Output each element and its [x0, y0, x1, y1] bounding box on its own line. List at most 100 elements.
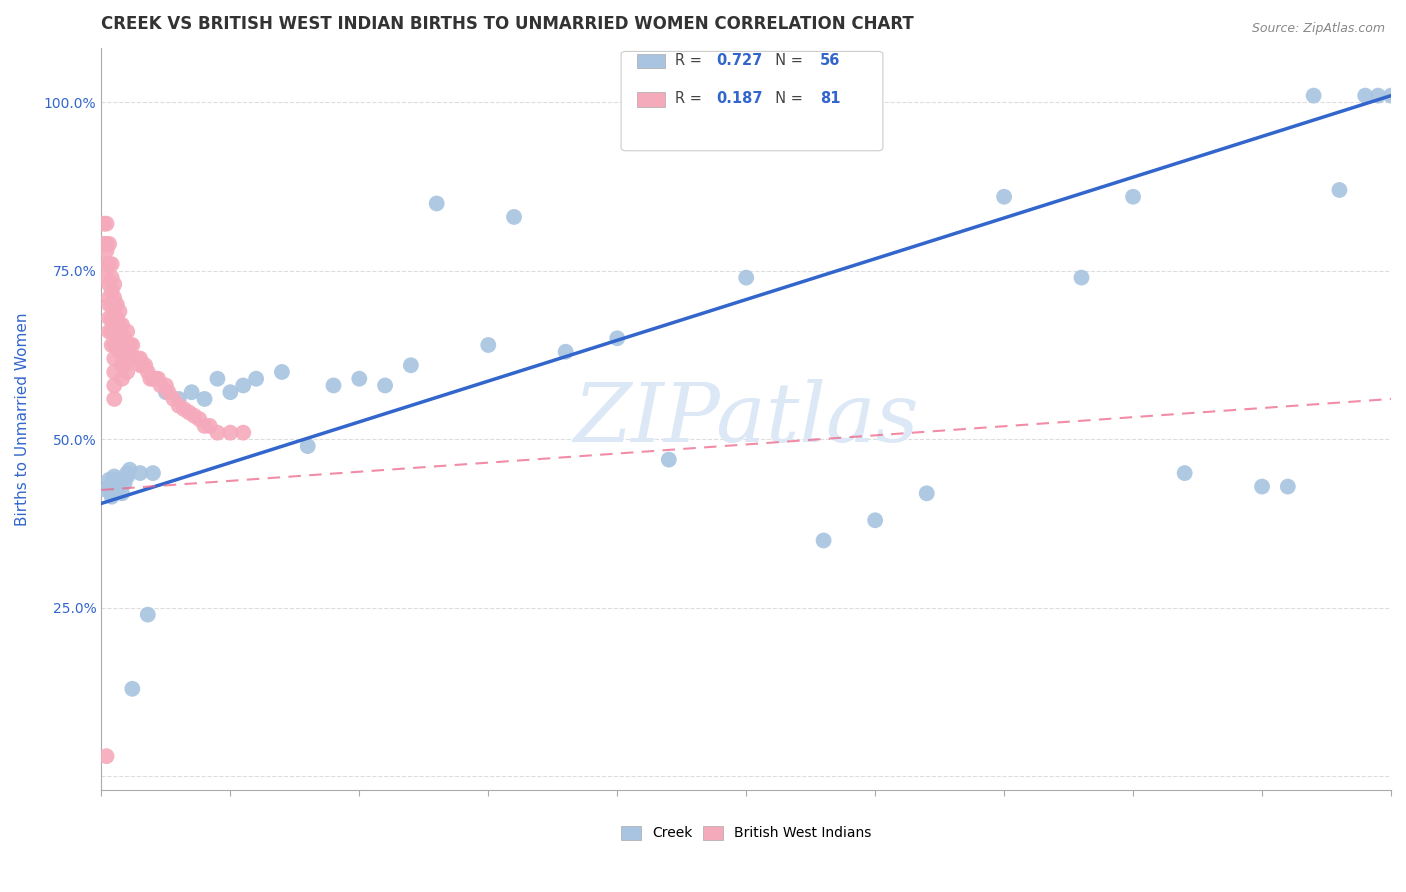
Point — [103, 338, 125, 352]
Point — [142, 372, 165, 386]
Point — [162, 392, 184, 406]
Point — [103, 486, 125, 500]
Point — [127, 351, 149, 366]
Point — [111, 372, 134, 386]
Text: N =: N = — [765, 91, 807, 106]
Point — [118, 351, 141, 366]
Point — [103, 311, 125, 326]
Text: N =: N = — [765, 53, 807, 68]
Point — [183, 409, 205, 423]
Text: 56: 56 — [820, 53, 839, 68]
Point — [100, 490, 122, 504]
Point — [96, 244, 118, 258]
Point — [100, 311, 122, 326]
Point — [103, 378, 125, 392]
FancyBboxPatch shape — [621, 52, 883, 151]
Point — [271, 365, 294, 379]
Point — [98, 473, 121, 487]
Point — [374, 378, 396, 392]
Point — [103, 479, 125, 493]
Point — [145, 372, 167, 386]
Point — [1174, 466, 1197, 480]
Text: ZIPatlas: ZIPatlas — [574, 379, 920, 459]
Point — [658, 452, 681, 467]
Point — [157, 385, 180, 400]
Point — [477, 338, 499, 352]
Point — [108, 331, 131, 345]
Point — [198, 418, 221, 433]
Point — [155, 385, 177, 400]
Point — [100, 257, 122, 271]
Point — [863, 513, 886, 527]
Point — [100, 338, 122, 352]
Text: R =: R = — [675, 91, 707, 106]
Point — [606, 331, 628, 345]
Point — [103, 476, 125, 491]
Point — [111, 486, 134, 500]
Point — [111, 318, 134, 332]
Point — [118, 338, 141, 352]
Point — [124, 351, 146, 366]
Text: CREEK VS BRITISH WEST INDIAN BIRTHS TO UNMARRIED WOMEN CORRELATION CHART: CREEK VS BRITISH WEST INDIAN BIRTHS TO U… — [101, 15, 914, 33]
Point — [142, 466, 165, 480]
Point — [96, 270, 118, 285]
Point — [1122, 190, 1144, 204]
Y-axis label: Births to Unmarried Women: Births to Unmarried Women — [15, 312, 30, 526]
Point — [735, 270, 758, 285]
Point — [245, 372, 267, 386]
Point — [121, 351, 143, 366]
Point — [115, 325, 138, 339]
Point — [207, 425, 229, 440]
Text: 81: 81 — [820, 91, 841, 106]
Point — [96, 483, 118, 497]
Point — [219, 385, 242, 400]
Bar — [637, 54, 665, 69]
Point — [100, 325, 122, 339]
Point — [114, 358, 136, 372]
Point — [131, 358, 153, 372]
Point — [108, 304, 131, 318]
Point — [111, 358, 134, 372]
Point — [105, 325, 128, 339]
Point — [108, 479, 131, 493]
Point — [1379, 88, 1402, 103]
Point — [155, 378, 177, 392]
Point — [96, 749, 118, 764]
Point — [813, 533, 835, 548]
Point — [98, 325, 121, 339]
Point — [93, 236, 115, 251]
Point — [1277, 479, 1299, 493]
Point — [103, 469, 125, 483]
Point — [173, 402, 195, 417]
Point — [103, 365, 125, 379]
Point — [98, 311, 121, 326]
Point — [121, 338, 143, 352]
Point — [103, 351, 125, 366]
Point — [115, 466, 138, 480]
Point — [98, 297, 121, 311]
Point — [98, 291, 121, 305]
Point — [93, 217, 115, 231]
Point — [103, 392, 125, 406]
Point — [1251, 479, 1274, 493]
Point — [1367, 88, 1389, 103]
Text: Source: ZipAtlas.com: Source: ZipAtlas.com — [1251, 22, 1385, 36]
Point — [129, 358, 152, 372]
Point — [146, 372, 169, 386]
Point — [118, 463, 141, 477]
Point — [121, 681, 143, 696]
Point — [554, 344, 576, 359]
Point — [149, 378, 172, 392]
Point — [105, 338, 128, 352]
Point — [167, 392, 190, 406]
Point — [129, 466, 152, 480]
Point — [114, 344, 136, 359]
Point — [139, 372, 162, 386]
Point — [100, 284, 122, 298]
Point — [115, 351, 138, 366]
Point — [98, 257, 121, 271]
Point — [1329, 183, 1351, 197]
Bar — [637, 92, 665, 107]
Point — [167, 399, 190, 413]
Text: 0.187: 0.187 — [717, 91, 763, 106]
